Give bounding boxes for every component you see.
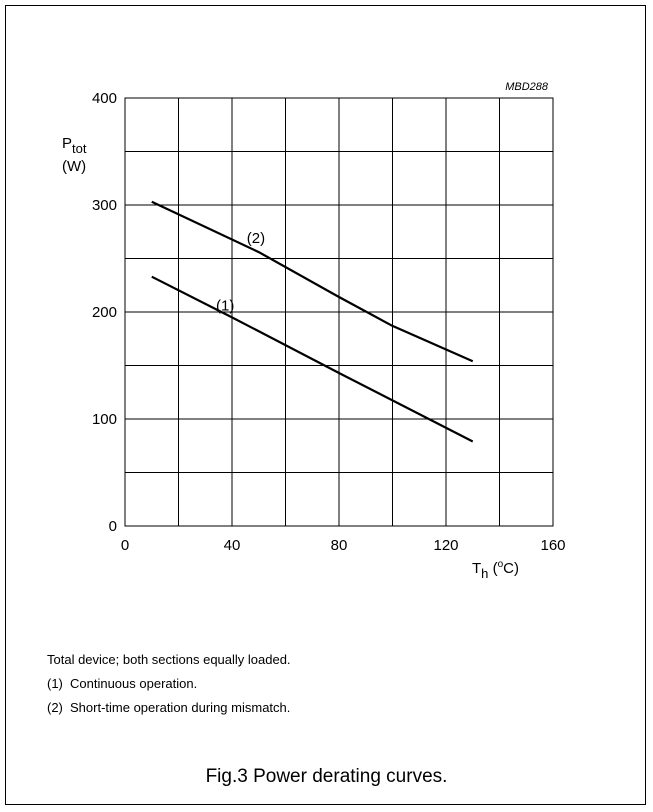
y-axis-label: Ptot (W) — [62, 135, 87, 175]
series-line-1 — [151, 275, 474, 443]
plot-area-border — [124, 97, 554, 527]
y-tick-label: 300 — [92, 197, 117, 214]
note-item-2: (2) Short-time operation during mismatch… — [47, 696, 291, 720]
figure-notes: Total device; both sections equally load… — [47, 648, 291, 720]
series-lines: (1) (2) — [151, 200, 474, 443]
x-axis-label-main: T — [472, 560, 481, 577]
x-axis-label-sub: h — [481, 566, 488, 581]
y-tick-label: 400 — [92, 90, 117, 107]
figure-frame — [5, 5, 646, 805]
x-axis-unit-sup: o — [498, 559, 504, 570]
x-axis-unit-pre: ( — [488, 560, 497, 577]
tick-labels: 0 40 80 120 160 0 100 200 300 400 — [92, 90, 566, 554]
y-axis-label-main: P — [62, 135, 72, 152]
series-label-2: (2) — [247, 230, 265, 247]
y-axis-unit: (W) — [62, 158, 86, 175]
figure-code: MBD288 — [505, 81, 549, 93]
y-tick-label: 200 — [92, 304, 117, 321]
x-tick-label: 40 — [224, 537, 241, 554]
y-tick-label: 100 — [92, 411, 117, 428]
svg-text:Ptot: Ptot — [62, 135, 87, 156]
note-item-2-text: Short-time operation during mismatch. — [70, 700, 291, 715]
svg-text:Th (oC): Th (oC) — [472, 559, 519, 581]
y-tick-label: 0 — [109, 518, 117, 535]
x-tick-label: 160 — [540, 537, 565, 554]
x-tick-label: 80 — [331, 537, 348, 554]
x-axis-unit-post: C) — [503, 560, 519, 577]
notes-intro: Total device; both sections equally load… — [47, 652, 291, 667]
note-item-1-text: Continuous operation. — [70, 676, 198, 691]
series-label-1: (1) — [216, 297, 234, 314]
note-item-2-num: (2) — [47, 700, 63, 715]
figure-caption: Fig.3 Power derating curves. — [205, 766, 448, 787]
grid — [125, 98, 553, 526]
x-axis-label: Th (oC) — [472, 559, 519, 581]
note-item-1: (1) Continuous operation. — [47, 672, 291, 696]
note-item-1-num: (1) — [47, 676, 63, 691]
x-tick-label: 120 — [433, 537, 458, 554]
series-line-2 — [151, 200, 474, 363]
x-tick-label: 0 — [121, 537, 129, 554]
y-axis-label-sub: tot — [72, 141, 87, 156]
